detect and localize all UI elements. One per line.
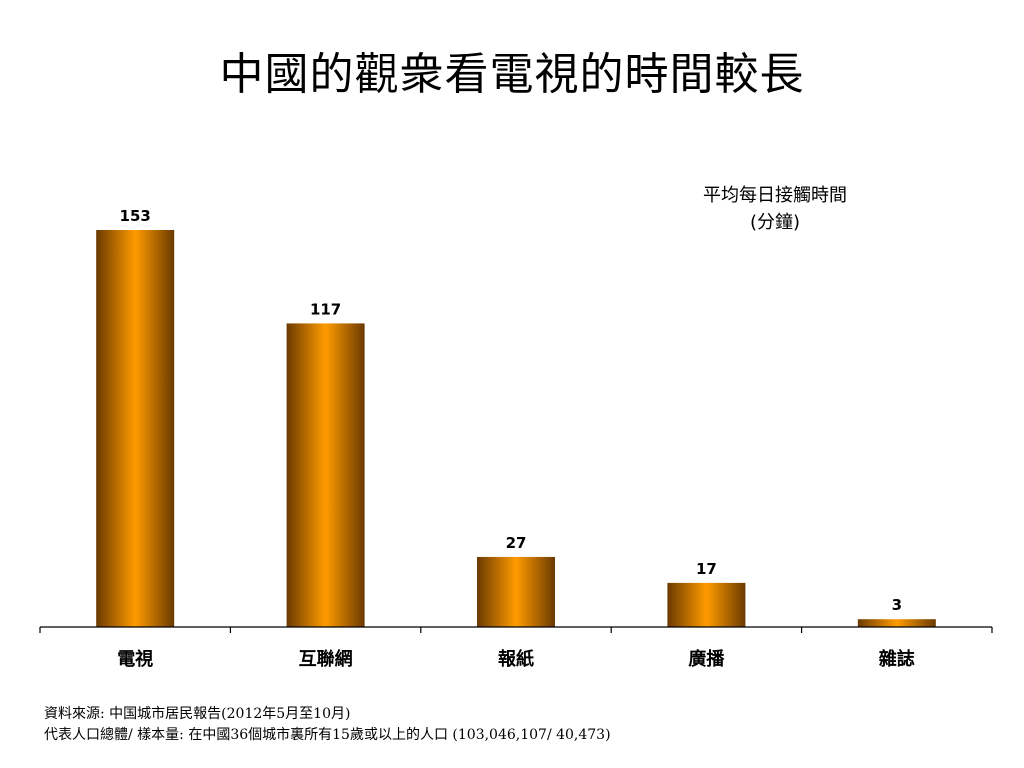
bar-5 [857,619,936,627]
category-label-4: 廣播 [688,648,725,670]
subtitle-line-1: 平均每日接觸時間 [703,185,847,206]
data-label-4: 17 [696,560,717,578]
data-label-2: 117 [310,300,341,318]
bar-2 [286,323,365,627]
category-label-2: 互聯網 [299,648,353,670]
bar-4 [667,582,746,627]
chart-subtitle: 平均每日接觸時間 (分鐘) [660,182,890,236]
data-label-5: 3 [892,596,902,614]
sample-footnote: 代表人口總體/ 樣本量: 在中國36個城市裏所有15歲或以上的人口 (103,0… [44,727,611,743]
category-label-3: 報紙 [498,648,534,670]
bar-1 [96,230,175,627]
subtitle-line-2: (分鐘) [749,212,801,233]
data-label-1: 153 [120,207,151,225]
data-label-3: 27 [506,534,527,552]
slide-title: 中國的觀衆看電視的時間較長 [219,49,805,100]
bar-3 [477,556,555,627]
category-label-1: 電視 [117,648,153,670]
category-label-5: 雜誌 [879,648,915,670]
source-footnote: 資料來源: 中国城市居民報告(2012年5月至10月) [44,706,351,722]
